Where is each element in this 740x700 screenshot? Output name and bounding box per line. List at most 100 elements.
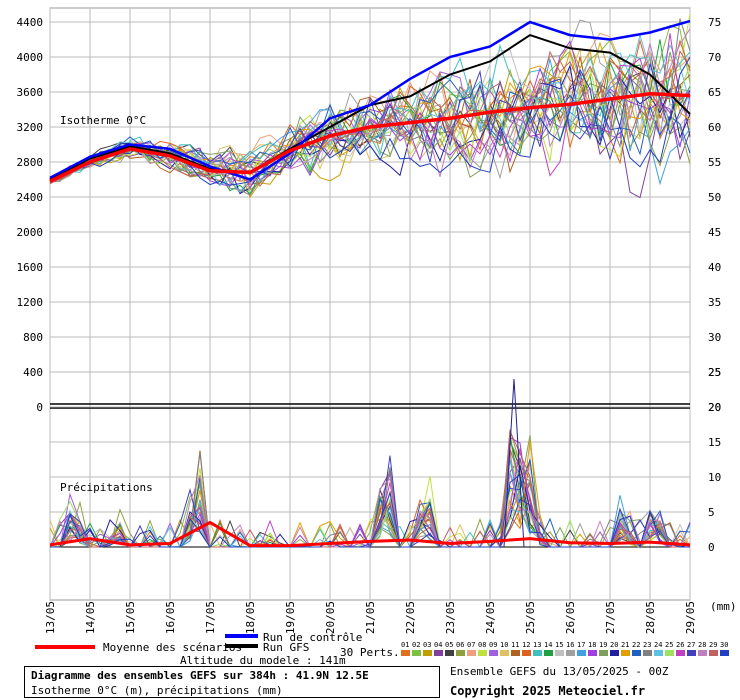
pert-number: 16	[566, 641, 574, 649]
y-left-tick-label: 4000	[17, 51, 44, 64]
pert-swatch	[588, 650, 597, 656]
pert-swatch	[456, 650, 465, 656]
y-right-tick-label: 55	[708, 156, 721, 169]
tick-labels: 13/05 14/05 15/05 16/05 17/05 18/05 19/05 20/05…	[17, 16, 722, 634]
pert-number: 13	[533, 641, 541, 649]
precip-tick-label: 5	[708, 506, 715, 519]
y-right-tick-label: 45	[708, 226, 721, 239]
x-tick-label: 19/05	[284, 601, 297, 634]
precip-tick-label: 20	[708, 401, 721, 414]
pert-number: 19	[599, 641, 607, 649]
y-left-tick-label: 1200	[17, 296, 44, 309]
x-tick-label: 26/05	[564, 601, 577, 634]
member-isotherm-line	[49, 28, 691, 186]
pert-swatch	[522, 650, 531, 656]
pert-number: 12	[522, 641, 530, 649]
x-tick-label: 18/05	[244, 601, 257, 634]
x-tick-label: 15/05	[124, 601, 137, 634]
footer-subtitle: Isotherme 0°C (m), précipitations (mm)	[31, 684, 283, 697]
x-tick-label: 27/05	[604, 601, 617, 634]
y-right-tick-label: 75	[708, 16, 721, 29]
footer-box: Diagramme des ensembles GEFS sur 384h : …	[24, 666, 440, 698]
pert-swatch	[676, 650, 685, 656]
precip-tick-label: 10	[708, 471, 721, 484]
legend-mean-label: Moyenne des scénarios	[103, 641, 242, 654]
pert-swatch	[632, 650, 641, 656]
x-tick-label: 25/05	[524, 601, 537, 634]
pert-number: 17	[577, 641, 585, 649]
pert-swatch	[643, 650, 652, 656]
pert-number: 04	[434, 641, 442, 649]
pert-swatch	[478, 650, 487, 656]
pert-swatch	[412, 650, 421, 656]
pert-number: 29	[709, 641, 717, 649]
pert-swatch	[665, 650, 674, 656]
pert-swatch	[621, 650, 630, 656]
member-isotherm-line	[49, 64, 691, 191]
x-tick-label: 22/05	[404, 601, 417, 634]
pert-number: 11	[511, 641, 519, 649]
pert-number: 30	[720, 641, 728, 649]
y-left-tick-label: 800	[23, 331, 43, 344]
x-tick-label: 23/05	[444, 601, 457, 634]
pert-swatch	[599, 650, 608, 656]
series-line	[49, 19, 691, 181]
y-right-tick-label: 60	[708, 121, 721, 134]
x-tick-label: 24/05	[484, 601, 497, 634]
y-left-tick-label: 0	[36, 401, 43, 414]
pert-number: 10	[500, 641, 508, 649]
pert-swatch	[533, 650, 542, 656]
pert-swatch	[401, 650, 410, 656]
x-tick-label: 14/05	[84, 601, 97, 634]
pert-number: 07	[467, 641, 475, 649]
pert-number: 09	[489, 641, 497, 649]
pert-swatch	[489, 650, 498, 656]
pert-swatch	[467, 650, 476, 656]
pert-number: 03	[423, 641, 431, 649]
pert-number: 27	[687, 641, 695, 649]
x-tick-label: 29/05	[684, 601, 697, 634]
copyright: Copyright 2025 Meteociel.fr	[450, 684, 645, 698]
y-right-tick-label: 35	[708, 296, 721, 309]
pert-swatch	[698, 650, 707, 656]
y-right-tick-label: 30	[708, 331, 721, 344]
y-right-tick-label: 25	[708, 366, 721, 379]
y-left-tick-label: 400	[23, 366, 43, 379]
x-tick-label: 21/05	[364, 601, 377, 634]
y-left-tick-label: 4400	[17, 16, 44, 29]
precip-tick-label: 0	[708, 541, 715, 554]
pert-swatch	[577, 650, 586, 656]
precipitations-label: Précipitations	[60, 481, 153, 494]
pert-swatch	[445, 650, 454, 656]
pert-swatch	[610, 650, 619, 656]
altitude-label: Altitude du modele : 141m	[180, 654, 346, 667]
pert-number: 20	[610, 641, 618, 649]
pert-swatch	[687, 650, 696, 656]
main-series	[49, 19, 691, 548]
x-tick-label: 13/05	[44, 601, 57, 634]
pert-swatch	[500, 650, 509, 656]
precip-tick-label: 25	[708, 366, 721, 379]
y-right-tick-label: 20	[708, 401, 721, 414]
perts-legend: 01 02 03 04 05 06 07 08 09 10 11 12 13 14 15 16 17 18 19 20…	[401, 641, 729, 656]
y-right-tick-label: 70	[708, 51, 721, 64]
pert-swatch	[511, 650, 520, 656]
pert-number: 02	[412, 641, 420, 649]
pert-swatch	[555, 650, 564, 656]
pert-number: 15	[555, 641, 563, 649]
member-isotherm-line	[49, 18, 691, 196]
ensemble-members	[49, 13, 691, 549]
y-right-tick-label: 50	[708, 191, 721, 204]
pert-number: 01	[401, 641, 409, 649]
y-left-tick-label: 2000	[17, 226, 44, 239]
isotherme-label: Isotherme 0°C	[60, 114, 146, 127]
y-left-tick-label: 3200	[17, 121, 44, 134]
pert-number: 05	[445, 641, 453, 649]
pert-number: 25	[665, 641, 673, 649]
y-left-tick-label: 2400	[17, 191, 44, 204]
perts-label: 30 Perts.	[340, 646, 400, 659]
pert-swatch	[566, 650, 575, 656]
y-left-tick-label: 3600	[17, 86, 44, 99]
